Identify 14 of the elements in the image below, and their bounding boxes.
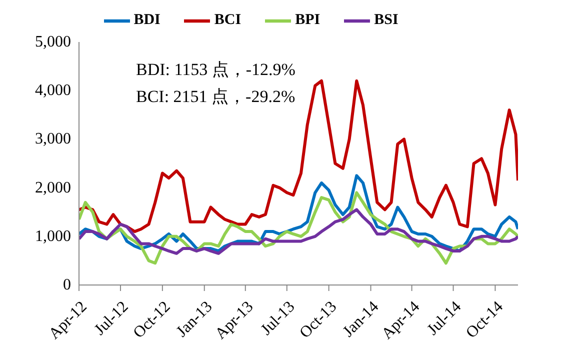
line-series xyxy=(79,208,518,255)
y-tick-label: 0 xyxy=(63,276,71,294)
legend-label: BCI xyxy=(214,12,242,28)
y-tick-label: 2,000 xyxy=(35,179,71,196)
legend-label: BSI xyxy=(374,12,398,28)
y-tick-label: 5,000 xyxy=(35,34,71,50)
annotation: BDI: 1153 点，-12.9% xyxy=(136,59,296,81)
legend-label: BPI xyxy=(295,12,320,28)
legend-label: BDI xyxy=(134,12,160,28)
y-tick-label: 3,000 xyxy=(35,130,71,148)
line-series xyxy=(79,79,518,234)
annotation: BCI: 2151 点，-29.2% xyxy=(136,86,296,108)
y-tick-label: 1,000 xyxy=(35,228,71,245)
y-tick-label: 4,000 xyxy=(35,82,71,100)
